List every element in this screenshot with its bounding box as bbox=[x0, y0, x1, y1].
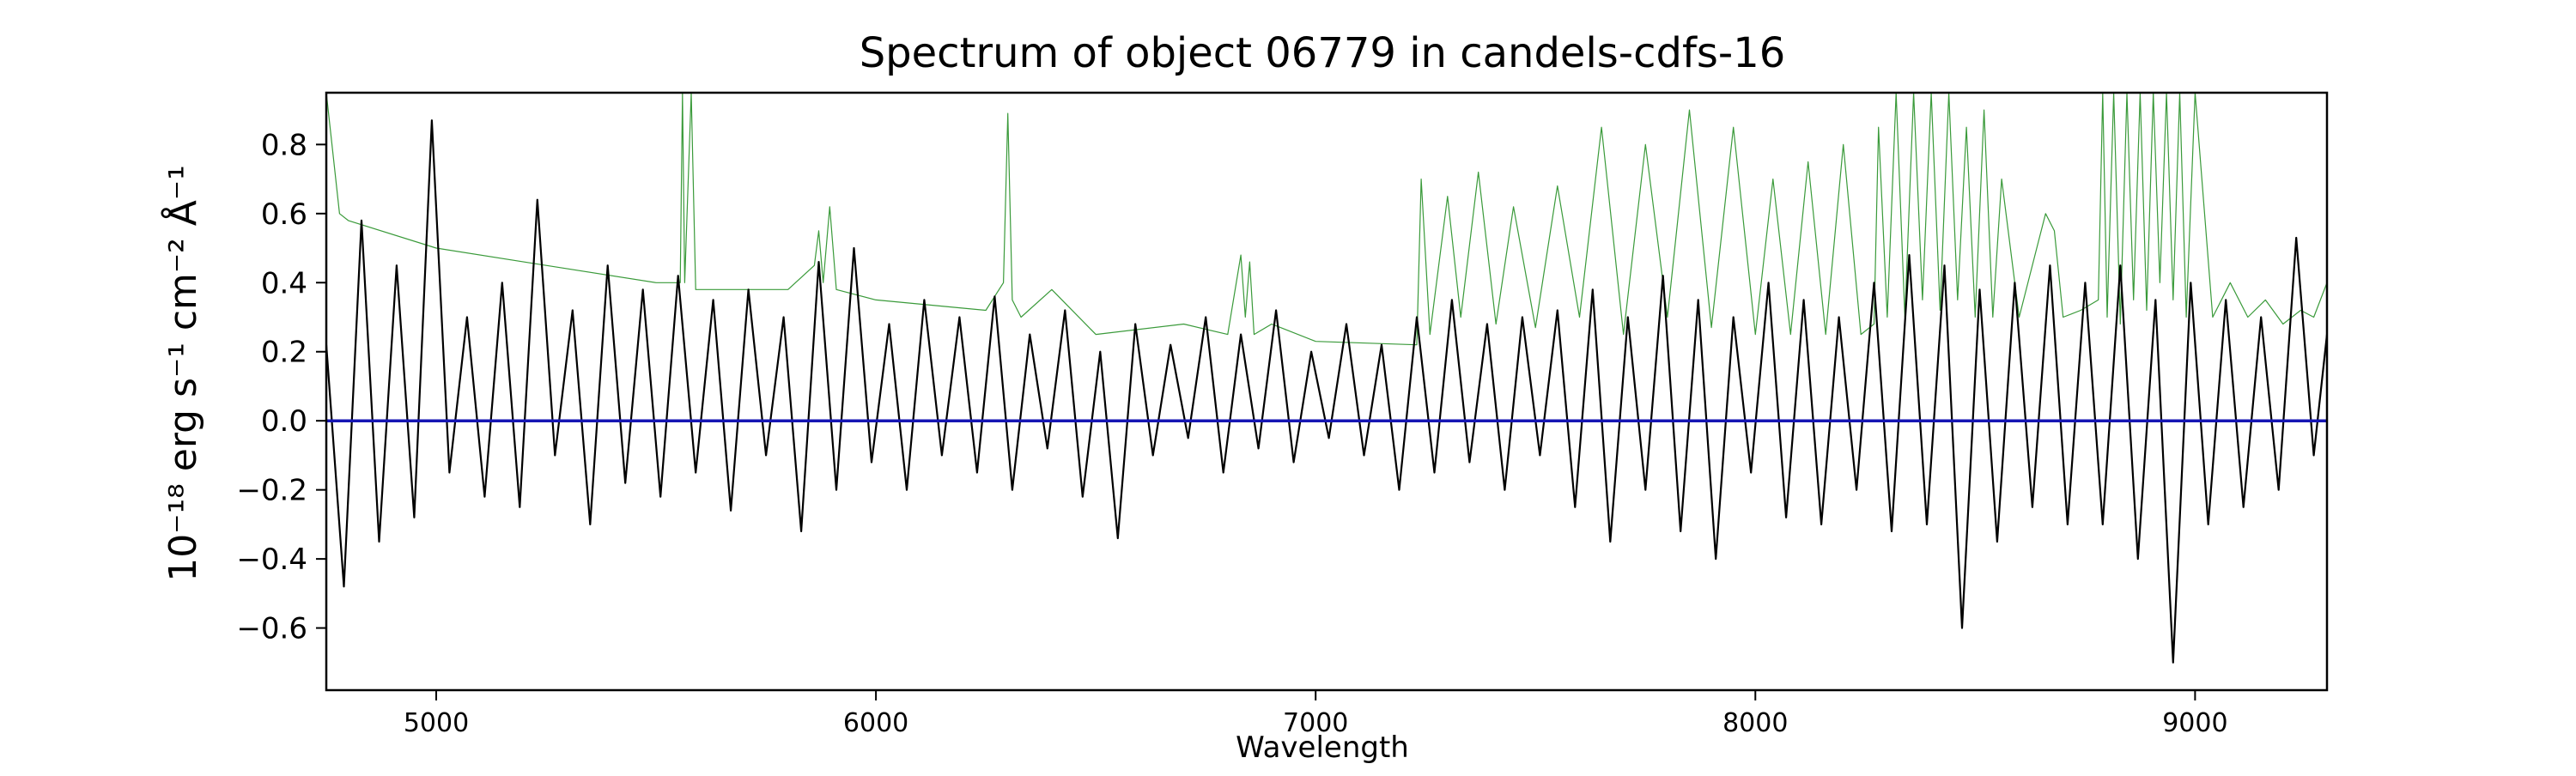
x-tick-label: 7000 bbox=[1283, 708, 1348, 738]
y-tick-label: 0.2 bbox=[261, 336, 307, 370]
y-tick-label: 0.4 bbox=[261, 266, 307, 300]
y-tick-label: 0.0 bbox=[261, 404, 307, 439]
plot-frame bbox=[325, 91, 2329, 692]
y-tick-label: 0.6 bbox=[261, 197, 307, 232]
flux-line bbox=[326, 119, 2327, 664]
x-axis-label: Wavelength bbox=[1236, 731, 1409, 765]
y-tick-label: −0.6 bbox=[236, 612, 307, 646]
chart-title: Spectrum of object 06779 in candels-cdfs… bbox=[860, 29, 1786, 77]
y-tick-label: 0.8 bbox=[261, 128, 307, 162]
x-tick-label: 9000 bbox=[2162, 708, 2227, 738]
y-axis-label: 10⁻¹⁸ erg s⁻¹ cm⁻² Å⁻¹ bbox=[160, 165, 205, 581]
x-tick-label: 5000 bbox=[404, 708, 469, 738]
y-tick-label: −0.4 bbox=[236, 543, 307, 577]
y-tick-label: −0.2 bbox=[236, 474, 307, 508]
x-tick-label: 8000 bbox=[1722, 708, 1788, 738]
error-line bbox=[326, 93, 2327, 346]
x-tick-label: 6000 bbox=[843, 708, 908, 738]
